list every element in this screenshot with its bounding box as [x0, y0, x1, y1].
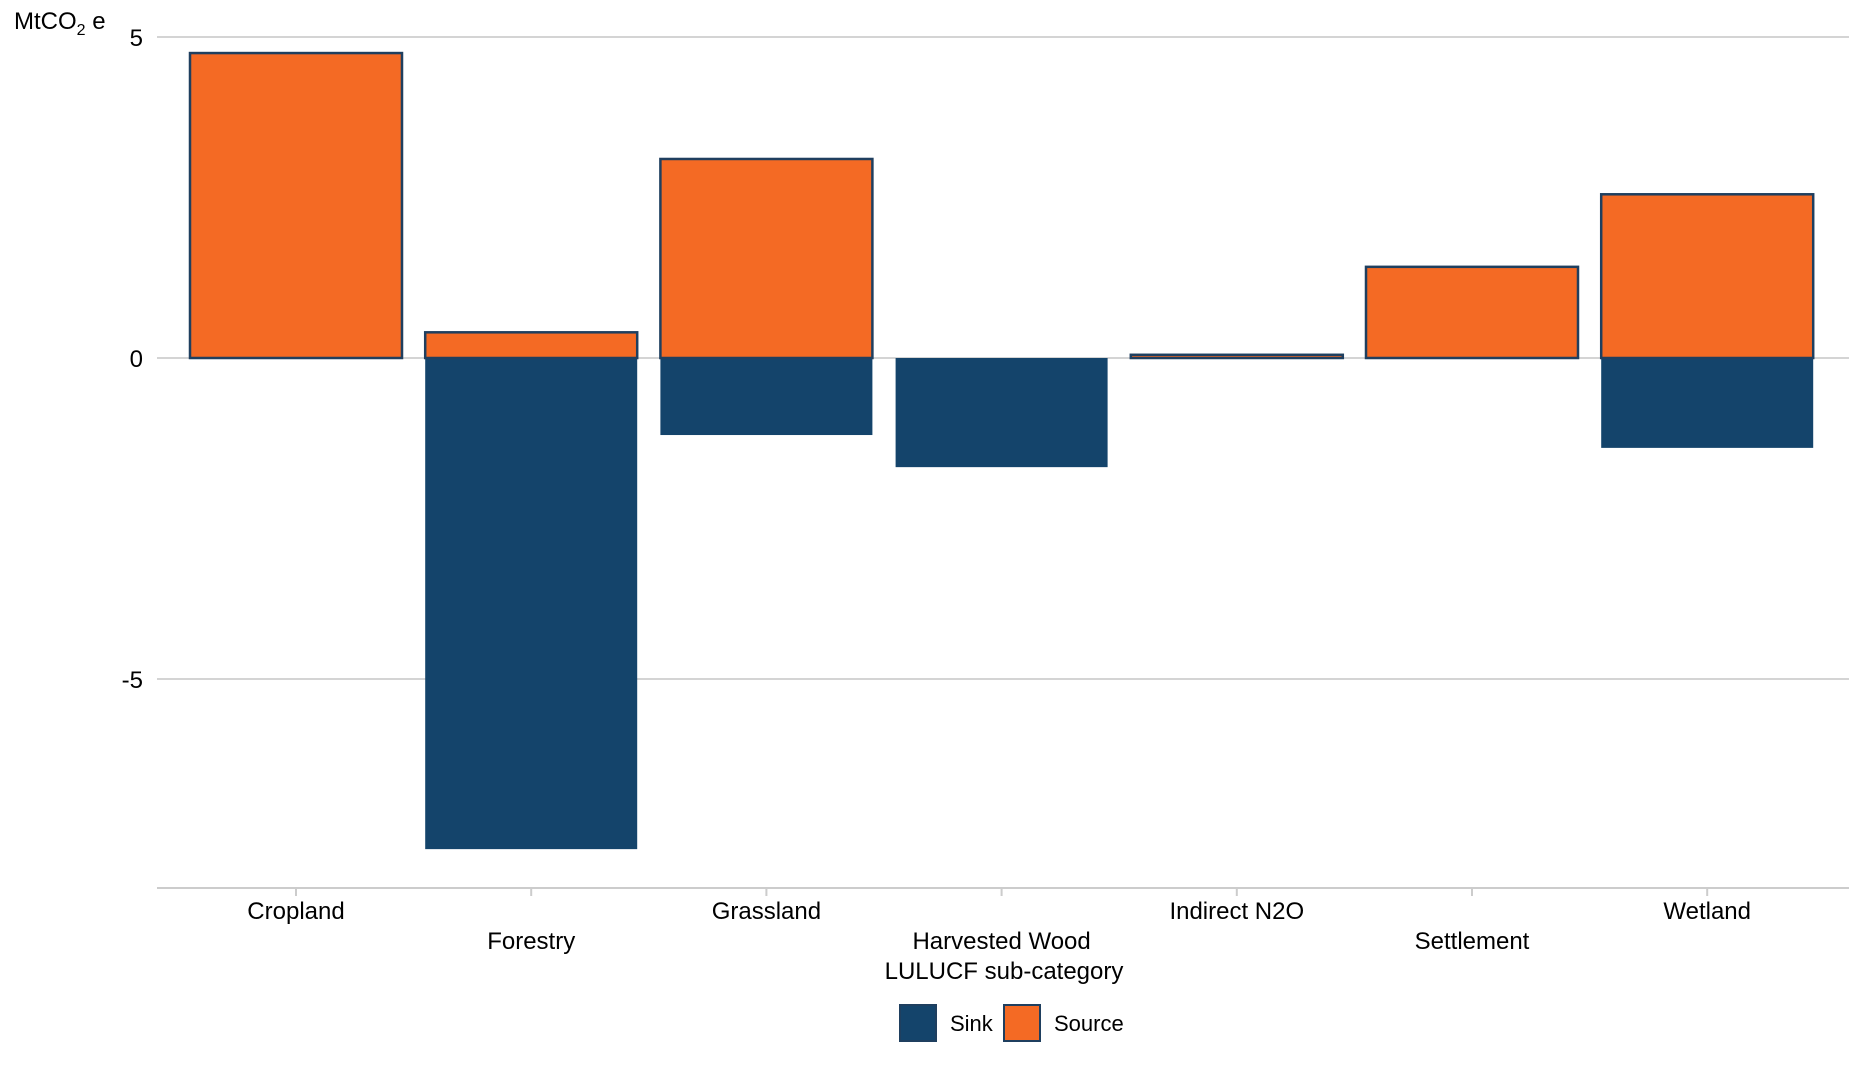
- legend-swatch-sink: [899, 1004, 937, 1042]
- bar-source-indirect-n2o: [1129, 353, 1345, 360]
- bar-source-settlement: [1364, 265, 1580, 360]
- y-tick-label: -5: [122, 667, 143, 694]
- legend-swatch-source: [1003, 1004, 1041, 1042]
- bar-sink-forestry: [425, 358, 638, 850]
- bar-sink-grassland: [660, 358, 873, 436]
- bar-source-cropland: [188, 51, 404, 360]
- x-tick-label: Forestry: [487, 928, 575, 955]
- legend-label-source: Source: [1054, 1011, 1124, 1036]
- axes: 5 0 -5 Cropland Forestry Grassland Harvested W…: [122, 25, 1849, 955]
- y-axis-label-suffix: e: [86, 8, 106, 35]
- bar-source-wetland: [1599, 193, 1815, 360]
- bar-sink-harvested-wood: [895, 358, 1108, 468]
- legend: Sink Source: [899, 1004, 1124, 1042]
- legend-label-sink: Sink: [950, 1011, 994, 1036]
- x-tick-label: Cropland: [247, 898, 344, 925]
- bar-source-forestry: [423, 331, 639, 360]
- y-axis-label-main: MtCO: [14, 8, 77, 35]
- x-tick-label: Indirect N2O: [1169, 898, 1304, 925]
- x-tick-label: Grassland: [712, 898, 821, 925]
- y-tick-label: 0: [130, 346, 143, 373]
- y-axis-label-subscript: 2: [77, 22, 86, 39]
- bar-sink-wetland: [1601, 358, 1814, 448]
- x-tick-label: Settlement: [1415, 928, 1530, 955]
- y-tick-label: 5: [130, 25, 143, 52]
- y-axis-label: MtCO2 e: [14, 8, 106, 39]
- x-tick-label: Harvested Wood: [912, 928, 1090, 955]
- bars: [188, 51, 1815, 850]
- bar-source-grassland: [659, 157, 874, 360]
- x-tick-label: Wetland: [1663, 898, 1751, 925]
- x-axis-label: LULUCF sub-category: [885, 958, 1124, 985]
